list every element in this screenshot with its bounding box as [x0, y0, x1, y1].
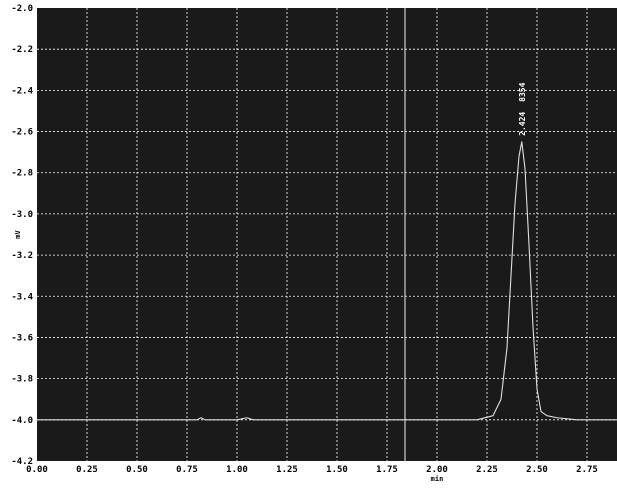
- y-tick-label: -4.0: [11, 416, 33, 426]
- x-tick-label: 0.00: [26, 465, 48, 475]
- peak-labels: 2.424 8354: [518, 82, 527, 135]
- y-axis-ticks: -2.0 -2.2 -2.4 -2.6 -2.8 -3.0 -3.2 -3.4 -3.6 -3.8…: [11, 4, 33, 467]
- signal-trace-0: [37, 141, 617, 421]
- y-axis-label: mV: [14, 230, 22, 239]
- x-tick-label: 0.75: [176, 465, 198, 475]
- plot-area: [37, 8, 617, 461]
- y-tick-label: -2.8: [11, 169, 33, 179]
- x-tick-label: 2.75: [576, 465, 598, 475]
- x-tick-label: 2.00: [426, 465, 448, 475]
- peak-time-label: 2.424: [518, 112, 527, 136]
- y-tick-label: -3.4: [11, 292, 33, 302]
- y-tick-label: -2.2: [11, 45, 33, 55]
- x-tick-label: 0.50: [126, 465, 148, 475]
- y-tick-label: -3.8: [11, 375, 33, 385]
- x-axis-label: min: [431, 475, 444, 483]
- peak-name-label: 8354: [518, 82, 527, 101]
- y-tick-label: -3.6: [11, 333, 33, 343]
- y-tick-label: -4.2: [11, 457, 33, 467]
- y-tick-label: -2.6: [11, 128, 33, 138]
- y-tick-label: -3.2: [11, 251, 33, 261]
- y-tick-label: -2.0: [11, 4, 33, 14]
- x-axis-ticks: 0.00 0.25 0.50 0.75 1.00 1.25 1.50 1.75 2.00 2.25…: [26, 465, 598, 475]
- y-tick-label: -2.4: [11, 86, 33, 96]
- x-tick-label: 2.50: [526, 465, 548, 475]
- x-tick-label: 1.00: [226, 465, 248, 475]
- x-tick-label: 0.25: [76, 465, 98, 475]
- x-tick-label: 1.25: [276, 465, 298, 475]
- x-tick-label: 1.75: [376, 465, 398, 475]
- x-tick-label: 1.50: [326, 465, 348, 475]
- series-layer: [37, 141, 617, 421]
- x-tick-label: 2.25: [476, 465, 498, 475]
- y-tick-label: -3.0: [11, 210, 33, 220]
